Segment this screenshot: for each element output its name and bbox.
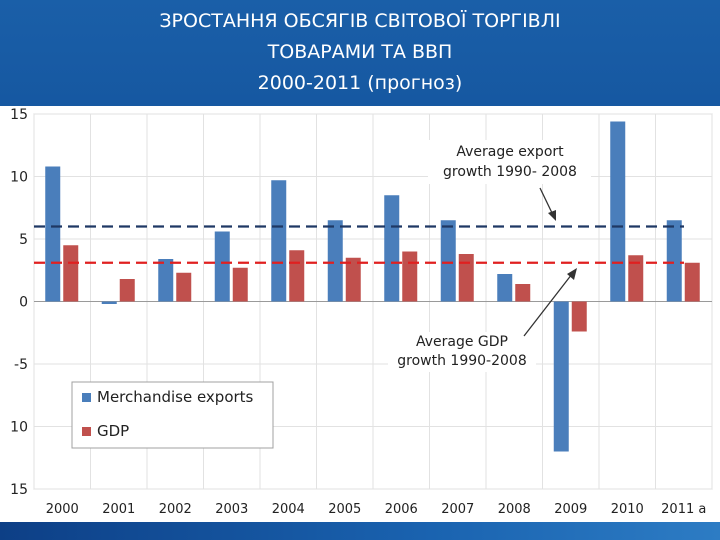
bar-gdp bbox=[176, 272, 192, 302]
y-tick-label: 10 bbox=[10, 420, 28, 436]
bar-exports bbox=[271, 180, 287, 302]
bar-gdp bbox=[345, 257, 361, 302]
export-annotation-label: Average export bbox=[456, 144, 564, 160]
title-line-2: ТОВАРАМИ ТА ВВП bbox=[267, 41, 453, 63]
x-tick-label: 2002 bbox=[159, 502, 192, 517]
page-title: ЗРОСТАННЯ ОБСЯГІВ СВІТОВОЇ ТОРГІВЛІ ТОВА… bbox=[0, 6, 720, 99]
y-tick-label: 0 bbox=[19, 295, 28, 311]
export-annotation-arrowhead bbox=[548, 210, 556, 221]
bar-exports bbox=[214, 231, 230, 302]
x-tick-label: 2011 a bbox=[661, 502, 706, 517]
x-tick-label: 2000 bbox=[46, 502, 79, 517]
bar-exports bbox=[610, 121, 626, 302]
gdp-annotation-bg bbox=[388, 332, 536, 372]
annotations: Average export growth 1990- 2008 Average G… bbox=[388, 140, 591, 372]
bar-gdp bbox=[571, 301, 587, 332]
x-tick-label: 2010 bbox=[611, 502, 644, 517]
x-tick-label: 2008 bbox=[498, 502, 531, 517]
title-line-3: 2000-2011 (прогноз) bbox=[257, 72, 463, 94]
legend-swatch bbox=[82, 393, 91, 402]
bars bbox=[45, 121, 700, 452]
gdp-annotation-arrowhead bbox=[567, 268, 577, 280]
gdp-annotation-arrow bbox=[523, 273, 573, 337]
x-tick-label: 2001 bbox=[102, 502, 135, 517]
y-axis: 15 10 5 0 -5 10 15 bbox=[10, 107, 28, 498]
bar-gdp bbox=[628, 255, 644, 302]
x-tick-label: 2009 bbox=[554, 502, 587, 517]
chart-panel bbox=[0, 106, 720, 522]
bar-exports bbox=[101, 301, 117, 304]
x-tick-label: 2005 bbox=[328, 502, 361, 517]
bar-gdp bbox=[289, 250, 305, 302]
legend-label: Merchandise exports bbox=[97, 388, 254, 406]
bar-exports bbox=[327, 220, 343, 302]
legend-box bbox=[71, 381, 274, 449]
bar-exports bbox=[45, 166, 61, 302]
x-tick-label: 2004 bbox=[272, 502, 305, 517]
bar-gdp bbox=[63, 245, 79, 302]
export-annotation-bg bbox=[428, 140, 591, 184]
bar-gdp bbox=[515, 284, 531, 302]
bar-gdp bbox=[684, 262, 700, 302]
y-tick-label: 15 bbox=[10, 482, 28, 498]
title-line-1: ЗРОСТАННЯ ОБСЯГІВ СВІТОВОЇ ТОРГІВЛІ bbox=[159, 10, 561, 32]
gdp-annotation-label: Average GDP bbox=[416, 334, 508, 350]
y-tick-label: -5 bbox=[14, 357, 28, 373]
export-annotation-arrow bbox=[539, 187, 554, 216]
reference-lines bbox=[34, 225, 684, 264]
bar-exports bbox=[553, 301, 569, 452]
bar-gdp bbox=[402, 251, 418, 302]
y-tick-label: 5 bbox=[19, 232, 28, 248]
bar-gdp bbox=[232, 267, 248, 302]
bar-exports bbox=[497, 274, 513, 302]
gdp-annotation-label: growth 1990-2008 bbox=[397, 353, 526, 369]
bar-exports bbox=[158, 259, 174, 302]
bar-exports bbox=[384, 195, 400, 302]
bar-exports bbox=[666, 220, 682, 302]
bar-gdp bbox=[119, 279, 135, 302]
x-tick-label: 2007 bbox=[441, 502, 474, 517]
export-annotation-label: growth 1990- 2008 bbox=[443, 164, 577, 180]
footer-strip bbox=[0, 522, 720, 540]
legend-swatch bbox=[82, 427, 91, 436]
bar-exports bbox=[440, 220, 456, 302]
x-tick-label: 2003 bbox=[215, 502, 248, 517]
legend: Merchandise exports GDP bbox=[71, 381, 274, 449]
y-tick-label: 10 bbox=[10, 170, 28, 186]
legend-label: GDP bbox=[97, 422, 129, 440]
x-axis: 2000 2001 2002 2003 2004 2005 2006 2007 2008 2009… bbox=[46, 502, 707, 517]
y-tick-label: 15 bbox=[10, 107, 28, 123]
x-tick-label: 2006 bbox=[385, 502, 418, 517]
bar-gdp bbox=[458, 254, 474, 302]
